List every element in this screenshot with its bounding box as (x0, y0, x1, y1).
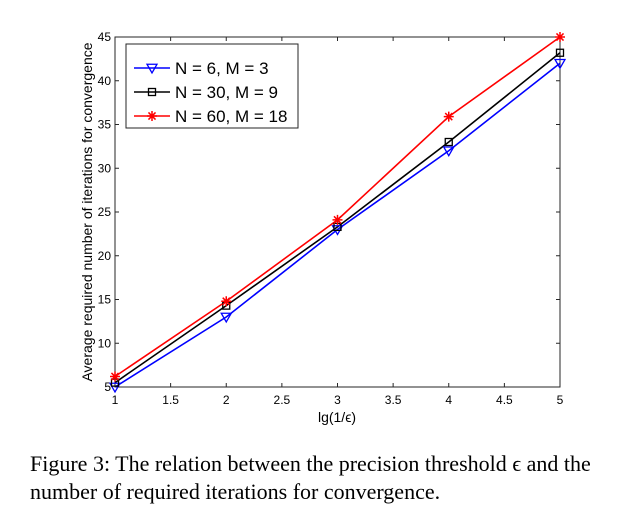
data-point-series-3 (110, 371, 120, 382)
data-point-series-1 (442, 146, 455, 158)
x-tick-label: 1 (112, 393, 119, 407)
legend-label-2: N = 30, M = 9 (175, 83, 278, 102)
data-point-series-1 (220, 312, 233, 324)
x-tick-label: 5 (557, 393, 564, 407)
data-point-series-3 (332, 214, 343, 225)
data-point-series-2 (444, 137, 453, 147)
x-tick-label: 3 (334, 393, 341, 407)
legend-label-3: N = 60, M = 18 (175, 107, 287, 126)
data-point-series-3 (221, 296, 232, 307)
y-tick-label: 35 (98, 118, 112, 132)
series-markers (108, 32, 567, 394)
legend-label-1: N = 6, M = 3 (175, 59, 269, 78)
data-point-series-3 (555, 32, 565, 42)
legend-marker-3 (147, 111, 157, 121)
y-tick-label: 40 (98, 74, 112, 88)
data-point-series-1 (108, 382, 122, 394)
y-tick-label: 30 (98, 161, 112, 175)
series-line-1 (114, 62, 561, 388)
axis-ticks: 1 1.5 2 2.5 3 3.5 4 4.5 5 5 10 15 20 25 30 35 40 45 (98, 30, 564, 407)
legend: N = 6, M = 3 N = 30, M = 9 N = 60, M = 18 (125, 43, 299, 129)
x-tick-label: 2.5 (274, 393, 291, 407)
legend-marker-1 (145, 63, 159, 75)
legend-marker-2 (147, 87, 157, 97)
x-tick-label: 4.5 (496, 393, 513, 407)
x-tick-label: 4 (445, 393, 452, 407)
data-point-series-1 (553, 58, 567, 70)
x-tick-label: 2 (223, 393, 230, 407)
figure-caption: Figure 3: The relation between the preci… (30, 451, 591, 504)
x-tick-label: 3.5 (385, 393, 402, 407)
series-line-2 (114, 52, 561, 384)
y-tick-label: 15 (98, 293, 112, 307)
y-tick-label: 45 (98, 30, 112, 44)
y-axis-label: Average required number of iterations fo… (79, 42, 95, 381)
y-tick-label: 20 (98, 249, 112, 263)
data-point-series-3 (443, 111, 454, 122)
y-tick-label: 25 (98, 205, 112, 219)
x-tick-label: 1.5 (162, 393, 179, 407)
y-tick-label: 10 (98, 336, 112, 350)
x-axis-label: lg(1/ϵ) (318, 409, 356, 425)
y-tick-label: 5 (104, 380, 111, 394)
data-point-series-2 (555, 48, 565, 57)
